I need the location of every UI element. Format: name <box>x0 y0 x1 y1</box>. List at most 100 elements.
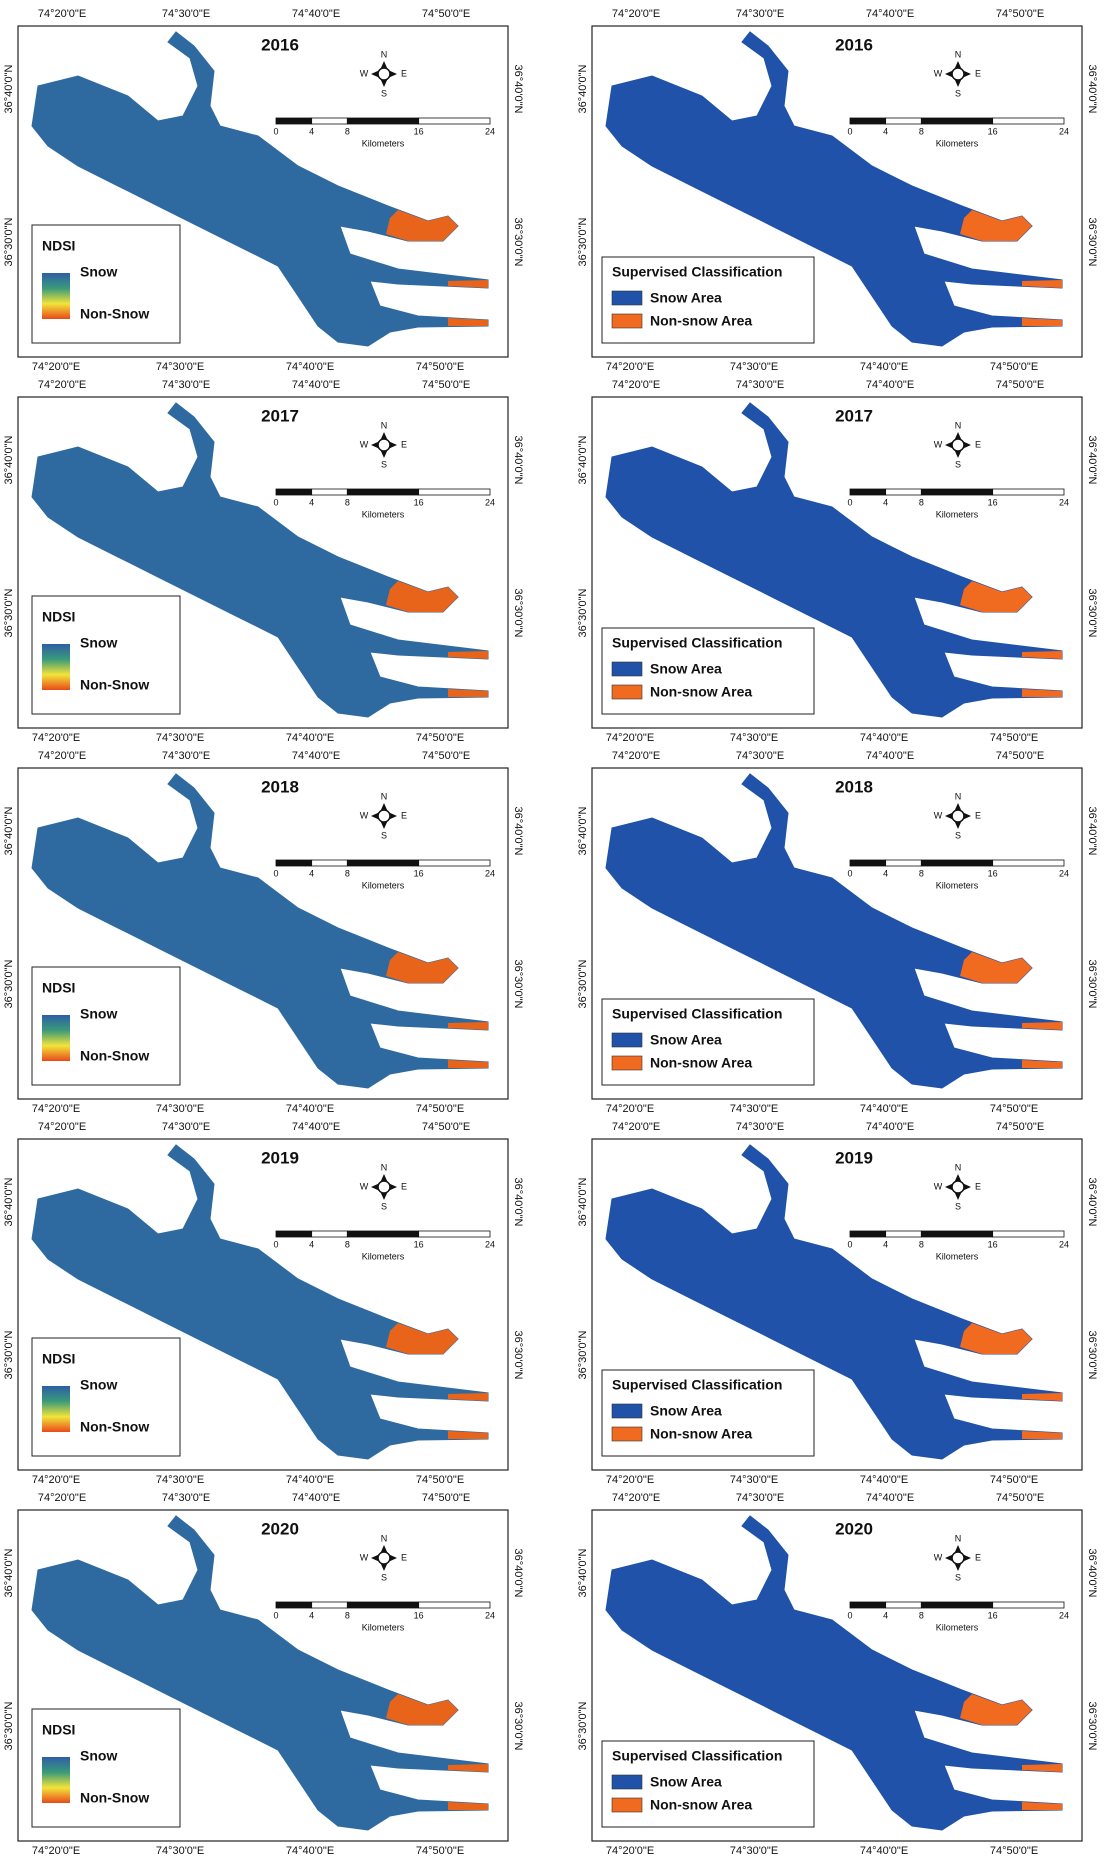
legend-item: Snow Area <box>650 1032 722 1048</box>
compass-e: E <box>975 439 981 449</box>
longitude-label: 74°30'0"E <box>156 361 204 373</box>
compass-n: N <box>381 49 388 59</box>
glacier-snow <box>31 1144 489 1460</box>
latitude-label: 36°40'0"N <box>3 64 15 113</box>
scale-segment <box>992 1230 1065 1238</box>
glacier-snow <box>605 773 1063 1089</box>
scale-segment <box>275 1601 313 1609</box>
compass-e: E <box>975 1552 981 1562</box>
scale-tick-label: 8 <box>919 1239 924 1249</box>
longitude-label: 74°20'0"E <box>606 732 654 744</box>
scale-tick-label: 24 <box>1059 868 1069 878</box>
map-panel: 74°20'0"E 74°20'0"E 74°30'0"E 74°30'0"E 74°4… <box>3 1492 524 1857</box>
compass-w: W <box>360 439 369 449</box>
longitude-label: 74°50'0"E <box>422 379 470 391</box>
legend-title: NDSI <box>42 980 75 996</box>
scale-tick-label: 8 <box>345 497 350 507</box>
latitude-label: 36°40'0"N <box>577 435 589 484</box>
compass-s: S <box>381 1201 387 1211</box>
longitude-label: 74°20'0"E <box>612 1121 660 1133</box>
latitude-label: 36°30'0"N <box>512 960 524 1009</box>
latitude-label: 36°40'0"N <box>577 1548 589 1597</box>
scale-tick-label: 4 <box>309 1239 314 1249</box>
latitude-label: 36°40'0"N <box>577 64 589 113</box>
longitude-label: 74°30'0"E <box>736 379 784 391</box>
longitude-label: 74°30'0"E <box>162 1121 210 1133</box>
scale-tick-label: 4 <box>883 1610 888 1620</box>
longitude-label: 74°40'0"E <box>286 361 334 373</box>
legend-swatch <box>611 684 643 700</box>
longitude-label: 74°50'0"E <box>990 1845 1038 1857</box>
glacier-snow <box>605 402 1063 718</box>
latitude-label: 36°40'0"N <box>512 436 524 485</box>
longitude-label: 74°30'0"E <box>736 8 784 20</box>
latitude-label: 36°30'0"N <box>577 1701 589 1750</box>
map-panel: 74°20'0"E 74°20'0"E 74°30'0"E 74°30'0"E 74°4… <box>3 750 524 1115</box>
scale-segment <box>275 1230 313 1238</box>
longitude-label: 74°50'0"E <box>996 750 1044 762</box>
scale-segment <box>920 1601 994 1609</box>
compass-n: N <box>381 791 388 801</box>
longitude-label: 74°50'0"E <box>422 1492 470 1504</box>
scale-tick-label: 24 <box>485 1239 495 1249</box>
map-panel: 74°20'0"E 74°20'0"E 74°30'0"E 74°30'0"E 74°4… <box>577 750 1098 1115</box>
scale-segment <box>849 1601 887 1609</box>
map-panel: 74°20'0"E 74°20'0"E 74°30'0"E 74°30'0"E 74°4… <box>577 1492 1098 1857</box>
glacier-non-snow <box>960 210 1062 326</box>
scale-segment <box>920 117 994 125</box>
longitude-label: 74°20'0"E <box>32 1103 80 1115</box>
latitude-label: 36°30'0"N <box>3 1701 15 1750</box>
longitude-label: 74°30'0"E <box>162 750 210 762</box>
legend-item: Snow Area <box>650 1403 722 1419</box>
scale-tick-label: 24 <box>1059 126 1069 136</box>
scale-segment <box>346 1601 420 1609</box>
map-panel: 74°20'0"E 74°20'0"E 74°30'0"E 74°30'0"E 74°4… <box>577 8 1098 373</box>
panel-year: 2018 <box>835 777 873 796</box>
compass-n: N <box>955 49 962 59</box>
longitude-label: 74°40'0"E <box>860 1474 908 1486</box>
scale-segment <box>346 859 420 867</box>
scale-tick-label: 4 <box>883 868 888 878</box>
legend-item: Non-Snow <box>80 306 149 322</box>
legend-title: Supervised Classification <box>612 1377 782 1393</box>
scale-tick-label: 4 <box>309 126 314 136</box>
scale-segment <box>885 859 922 867</box>
legend-item: Non-snow Area <box>650 684 752 700</box>
latitude-label: 36°30'0"N <box>3 217 15 266</box>
longitude-label: 74°50'0"E <box>416 361 464 373</box>
panel-year: 2017 <box>261 406 299 425</box>
longitude-label: 74°40'0"E <box>292 750 340 762</box>
longitude-label: 74°20'0"E <box>612 379 660 391</box>
compass-w: W <box>360 68 369 78</box>
scale-tick-label: 24 <box>1059 1239 1069 1249</box>
scale-tick-label: 16 <box>414 497 424 507</box>
compass-ring <box>951 1551 965 1565</box>
latitude-label: 36°40'0"N <box>1086 65 1098 114</box>
scale-segment <box>346 1230 420 1238</box>
scale-segment <box>885 117 922 125</box>
scale-segment <box>346 488 420 496</box>
legend-item: Non-snow Area <box>650 1797 752 1813</box>
latitude-label: 36°40'0"N <box>577 806 589 855</box>
scale-unit: Kilometers <box>362 1622 405 1632</box>
legend-item: Snow <box>80 635 117 651</box>
longitude-label: 74°50'0"E <box>996 1121 1044 1133</box>
longitude-label: 74°40'0"E <box>866 1121 914 1133</box>
longitude-label: 74°40'0"E <box>866 8 914 20</box>
legend-gradient <box>42 1386 70 1432</box>
legend-swatch <box>611 661 643 677</box>
longitude-label: 74°40'0"E <box>866 1492 914 1504</box>
panel-year: 2020 <box>261 1519 299 1538</box>
longitude-label: 74°40'0"E <box>292 8 340 20</box>
longitude-label: 74°20'0"E <box>38 1492 86 1504</box>
legend-item: Snow <box>80 1748 117 1764</box>
longitude-label: 74°20'0"E <box>612 750 660 762</box>
compass-w: W <box>360 810 369 820</box>
scale-tick-label: 0 <box>273 1610 278 1620</box>
latitude-label: 36°40'0"N <box>512 1178 524 1227</box>
scale-segment <box>849 1230 887 1238</box>
legend-title: Supervised Classification <box>612 1006 782 1022</box>
latitude-label: 36°30'0"N <box>577 588 589 637</box>
longitude-label: 74°40'0"E <box>292 379 340 391</box>
latitude-label: 36°30'0"N <box>1086 218 1098 267</box>
